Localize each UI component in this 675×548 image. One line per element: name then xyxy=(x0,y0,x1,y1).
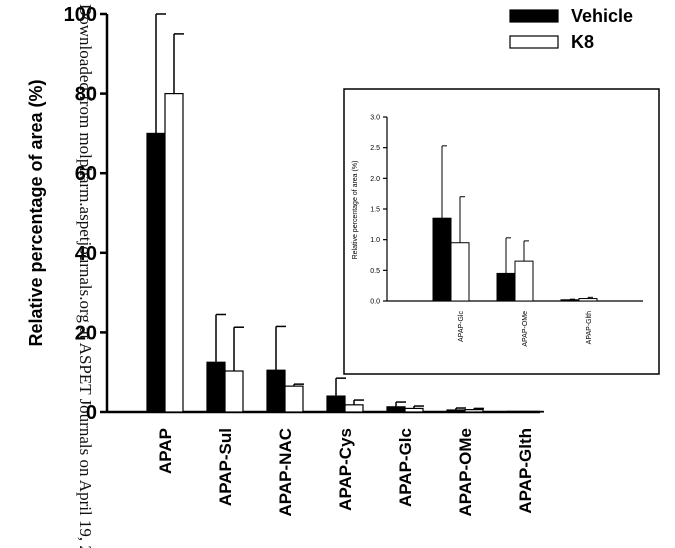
legend-label-vehicle: Vehicle xyxy=(571,6,633,26)
bar-vehicle xyxy=(496,272,516,302)
watermark-layer: Downloaded from molpharm.aspetjournals.o… xyxy=(76,4,95,548)
bar-vehicle xyxy=(206,361,226,413)
bar-vehicle xyxy=(446,409,466,413)
bar-k8 xyxy=(450,242,470,302)
bar-k8 xyxy=(464,409,484,413)
bar-k8 xyxy=(284,385,304,413)
bar-vehicle xyxy=(386,406,406,413)
y-tick-label: 1.5 xyxy=(370,207,380,214)
y-tick-label: 20 xyxy=(75,322,97,344)
main-chart: 0 20 40 60 80 100 Relative percentage of area … xyxy=(26,4,544,516)
y-tick-label: 80 xyxy=(75,84,97,106)
x-tick-label: APAP-Glc xyxy=(396,428,415,507)
bar-vehicle xyxy=(432,217,452,302)
x-tick-label: APAP-Sul xyxy=(216,428,235,506)
legend-swatch-k8 xyxy=(509,35,559,49)
y-tick-label: 0 xyxy=(86,402,97,424)
bar-k8 xyxy=(344,404,364,413)
bar-k8 xyxy=(578,298,598,302)
y-tick-label: 3.0 xyxy=(370,115,380,122)
y-tick-label: 1.0 xyxy=(370,237,380,244)
y-tick-label: 0.0 xyxy=(370,299,380,306)
y-tick-label: 100 xyxy=(64,4,97,26)
x-tick-label: APAP-NAC xyxy=(276,428,295,516)
y-tick-label: 40 xyxy=(75,243,97,265)
bar-k8 xyxy=(514,260,534,302)
y-axis-label: Relative percentage of area (%) xyxy=(26,79,46,346)
x-tick-label: APAP-Glc xyxy=(458,311,465,342)
x-tick-label: APAP-OMe xyxy=(456,428,475,516)
bar-vehicle xyxy=(560,299,580,302)
inset-frame xyxy=(343,88,660,375)
y-tick-label: 0.5 xyxy=(370,268,380,275)
bar-vehicle xyxy=(326,395,346,413)
x-tick-label: APAP-OMe xyxy=(522,311,529,347)
bar-vehicle xyxy=(146,132,166,413)
inset-chart: 0.0 0.5 1.0 1.5 2.0 2.5 3.0 Relative percentage… xyxy=(343,88,660,375)
bar-k8 xyxy=(224,370,244,413)
y-axis-label: Relative percentage of area (%) xyxy=(352,161,359,260)
y-tick-label: 60 xyxy=(75,163,97,185)
x-tick-label: APAP-Cys xyxy=(336,428,355,511)
legend-swatch-vehicle xyxy=(509,9,559,23)
x-tick-label: APAP-Glth xyxy=(516,428,535,514)
watermark-text: Downloaded from molpharm.aspetjournals.o… xyxy=(76,4,95,548)
chart-legend: Vehicle K8 xyxy=(509,6,633,52)
bar-vehicle xyxy=(266,369,286,413)
y-tick-label: 2.5 xyxy=(370,145,380,152)
bar-k8 xyxy=(404,407,424,413)
bar-k8 xyxy=(164,92,184,413)
y-tick-label: 2.0 xyxy=(370,176,380,183)
x-tick-label: APAP xyxy=(156,428,175,474)
x-tick-label: APAP-Glth xyxy=(586,311,593,344)
legend-label-k8: K8 xyxy=(571,32,594,52)
